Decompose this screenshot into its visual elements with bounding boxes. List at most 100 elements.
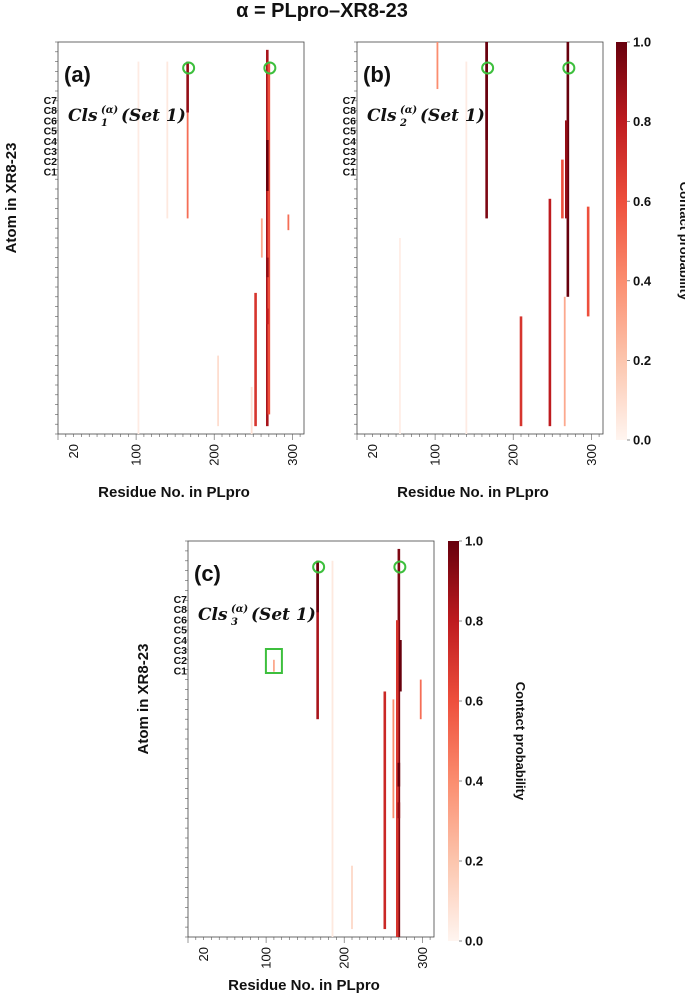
colorbar-tick-label: 0.4 [465,774,484,789]
atom-label: C6 [174,614,188,626]
cluster-label: Cls [367,106,397,126]
atom-label: C2 [44,156,58,168]
atom-label: C8 [343,105,357,117]
atom-label: C3 [44,146,58,158]
colorbar-tick-label: 1.0 [465,534,483,549]
colorbar-tick-label: 0.2 [633,353,651,368]
colorbar-tick-label: 0.6 [633,194,651,209]
x-tick-label: 100 [428,444,443,466]
highlight-circle [263,61,277,75]
x-tick-label: 300 [285,444,300,466]
colorbar [448,541,459,941]
contact-mark [561,159,564,219]
contact-mark [186,112,189,219]
contact-mark [564,120,568,219]
cluster-label-suffix: (Set 1) [420,106,485,126]
contact-mark [397,548,401,937]
contact-mark [137,61,140,434]
contact-mark [548,198,552,427]
contact-mark [485,42,488,140]
contact-mark [586,206,590,317]
contact-mark [267,61,271,415]
cluster-label: Cls [68,106,98,126]
contact-mark [397,802,401,819]
x-axis-title: Residue No. in PLpro [98,484,250,501]
colorbar-tick-label: 0.6 [465,694,483,709]
contact-mark [265,49,269,427]
panel-label: (a) [64,62,91,87]
contact-mark [399,238,401,434]
contact-mark [316,560,319,613]
atom-label: C2 [343,156,357,168]
panel-label: (c) [194,561,221,586]
x-tick-label: 100 [129,444,144,466]
colorbar-tick-label: 0.2 [465,854,483,869]
highlight-circle [562,61,576,75]
highlight-box [264,648,283,674]
colorbar-title: Contact probability [513,682,528,801]
contact-mark [265,257,269,278]
x-tick-label: 200 [506,444,521,466]
colorbar-tick-label: 0.8 [465,614,483,629]
contact-mark [316,560,319,720]
highlight-circle [481,61,495,75]
atom-label: C6 [44,115,58,127]
contact-mark [166,61,169,219]
cluster-label-sup: (α) [101,105,118,116]
x-tick-label: 300 [584,444,599,466]
contact-mark [265,308,269,325]
atom-label: C3 [343,146,357,158]
x-tick-label: 20 [66,444,81,458]
contact-mark [250,386,253,434]
atom-label: C5 [44,126,58,138]
colorbar-tick-label: 0.0 [465,934,483,949]
contact-mark [436,42,439,90]
colorbar-tick-label: 0.0 [633,433,651,448]
contact-mark [519,316,523,427]
contact-mark [265,140,269,191]
x-axis-title: Residue No. in PLpro [397,484,549,501]
atom-label: C3 [174,645,188,657]
atom-label: C1 [174,665,188,677]
cluster-label: Cls [198,605,228,625]
figure-title: α = PLpro–XR8-23 [236,0,408,22]
cluster-label-sup: (α) [231,604,248,615]
contact-mark [331,560,334,937]
y-axis-title: Atom in XR8-23 [135,644,152,755]
contact-mark [566,42,570,297]
atom-label: C2 [174,655,188,667]
atom-label: C5 [174,625,188,637]
colorbar-tick-label: 0.8 [633,114,651,129]
plot-area [57,41,305,435]
cluster-label-sub: 2 [399,118,407,129]
plot-area [356,41,604,435]
atom-label: C1 [44,166,58,178]
contact-mark [399,640,402,692]
colorbar-tick-label: 0.4 [633,273,652,288]
contact-mark [287,214,290,231]
highlight-circle [312,560,326,574]
atom-label: C5 [343,126,357,138]
contact-mark [392,699,395,819]
y-axis-title: Atom in XR8-23 [3,143,20,254]
colorbar-title: Contact probability [677,182,685,301]
cluster-label-sup: (α) [400,105,417,116]
cluster-label-sub: 1 [101,118,108,129]
atom-label: C4 [44,136,58,148]
contact-mark [351,865,353,930]
x-tick-label: 20 [196,947,211,961]
x-tick-label: 300 [415,947,430,969]
x-axis-title: Residue No. in PLpro [228,977,380,994]
contact-mark [419,679,422,720]
x-tick-label: 200 [207,444,222,466]
atom-label: C6 [343,115,357,127]
colorbar-tick-label: 1.0 [633,35,651,50]
highlight-circle [393,560,407,574]
atom-label: C8 [174,604,188,616]
cluster-label-suffix: (Set 1) [121,106,186,126]
contact-mark [383,691,387,930]
